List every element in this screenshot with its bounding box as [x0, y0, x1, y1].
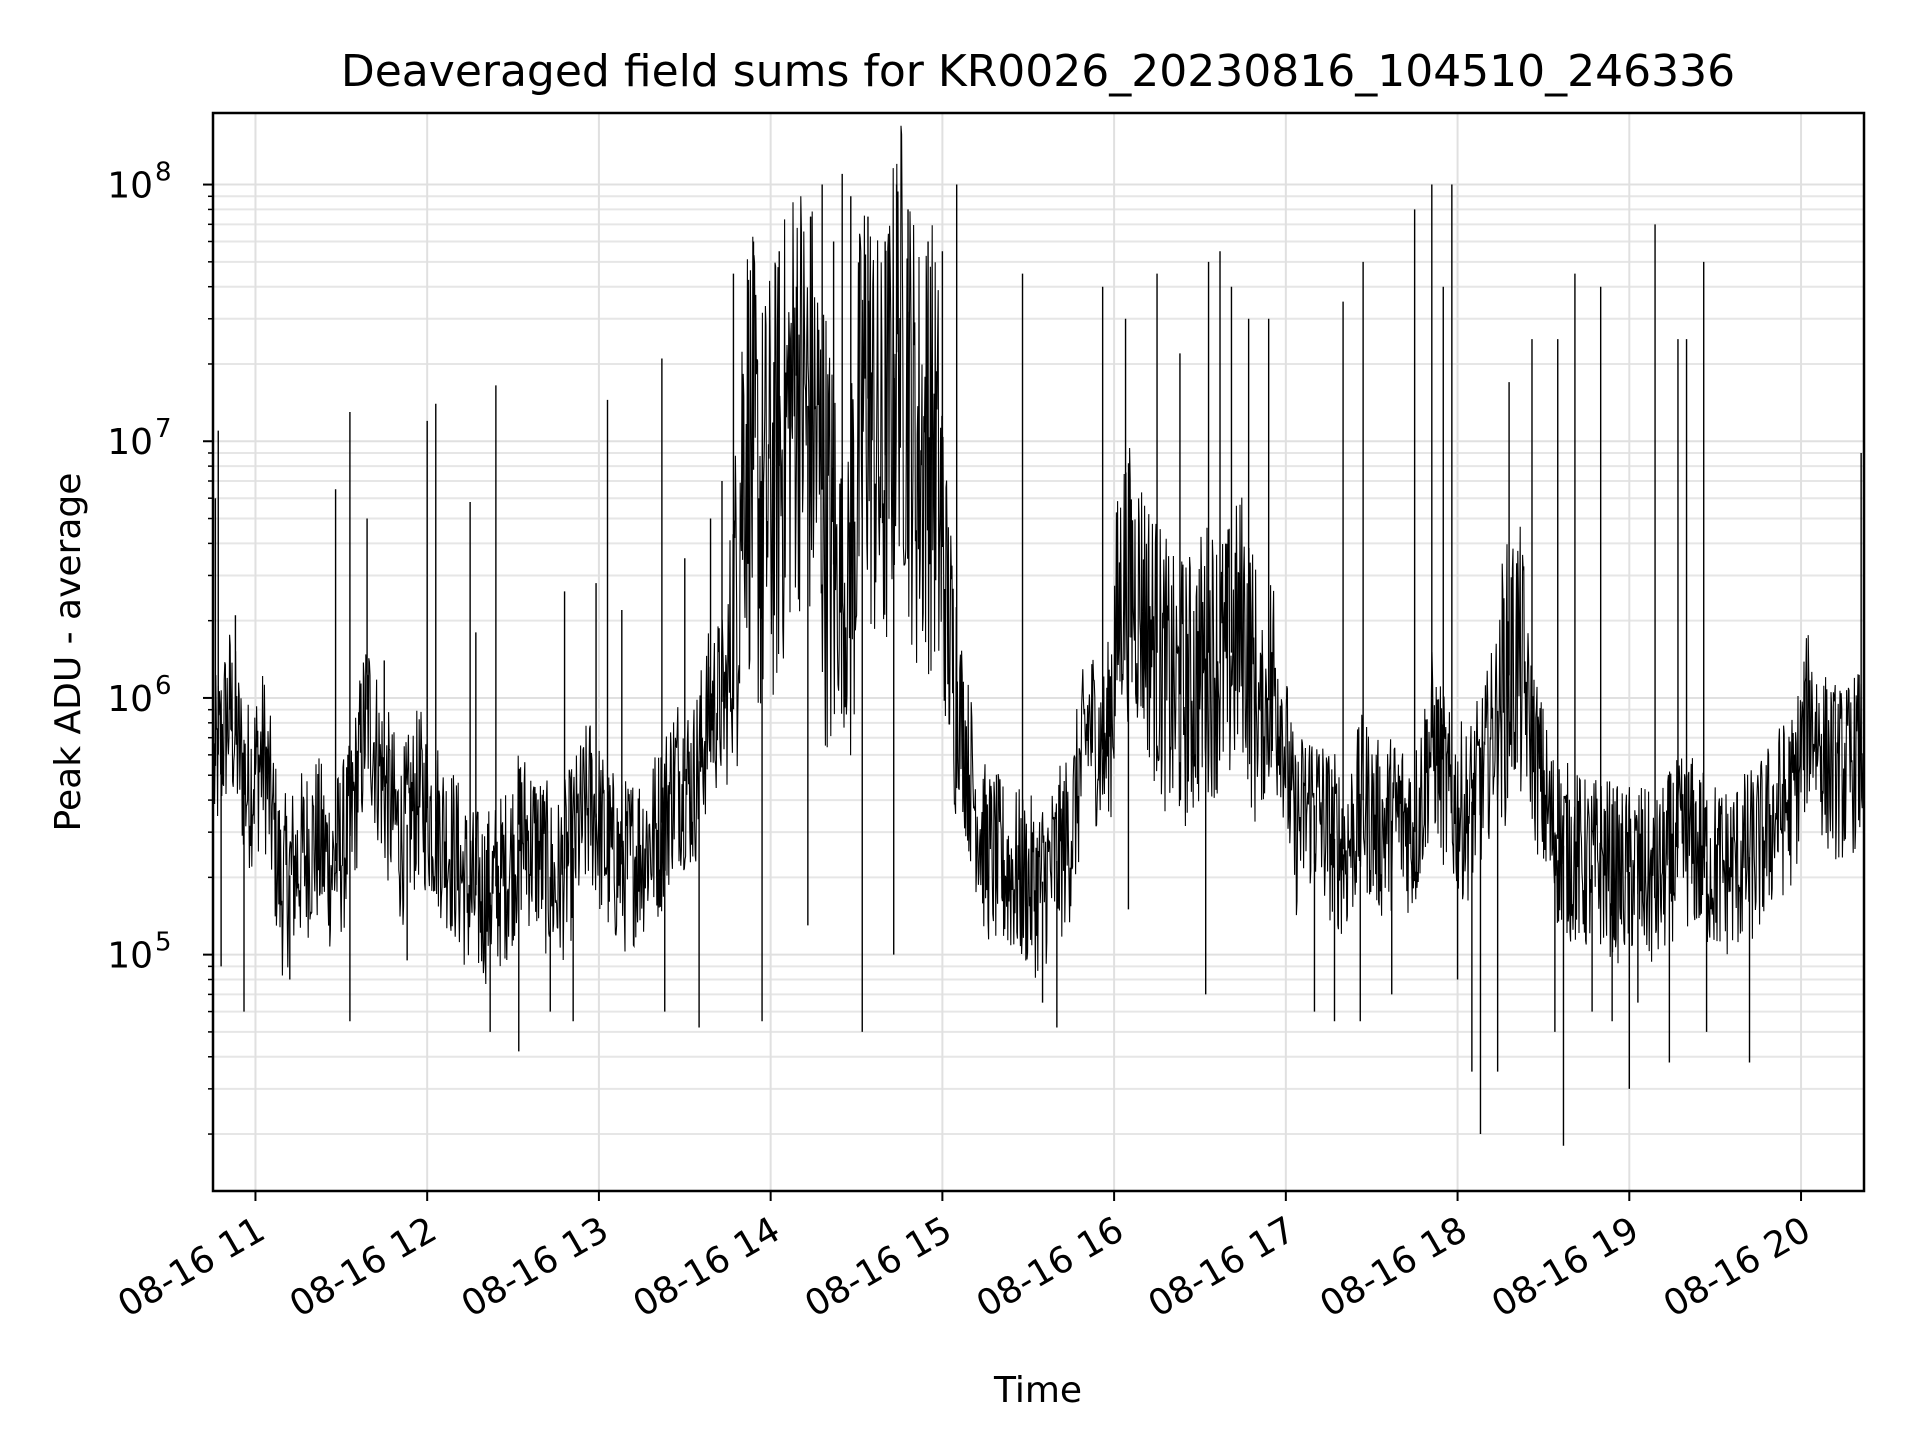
y-tick-label: 10	[107, 422, 153, 463]
y-tick-label: 10	[107, 166, 153, 207]
y-tick-mantissa: 10	[107, 166, 153, 207]
y-tick-exponent: 8	[155, 158, 172, 188]
chart-title: Deaveraged field sums for KR0026_2023081…	[341, 46, 1735, 97]
y-tick-exponent: 5	[155, 928, 172, 958]
y-tick-mantissa: 10	[107, 422, 153, 463]
x-axis-label: Time	[993, 1370, 1082, 1411]
series-trace-line	[213, 125, 1864, 985]
y-axis-label: Peak ADU - average	[48, 473, 89, 832]
y-tick-mantissa: 10	[107, 936, 153, 977]
y-tick-label: 10	[107, 679, 153, 720]
y-tick-exponent: 7	[155, 414, 172, 444]
y-tick-label: 10	[107, 936, 153, 977]
data-series	[213, 125, 1864, 1146]
y-tick-mantissa: 10	[107, 679, 153, 720]
plot-frame	[211, 111, 1866, 1193]
y-tick-exponent: 6	[155, 671, 172, 701]
